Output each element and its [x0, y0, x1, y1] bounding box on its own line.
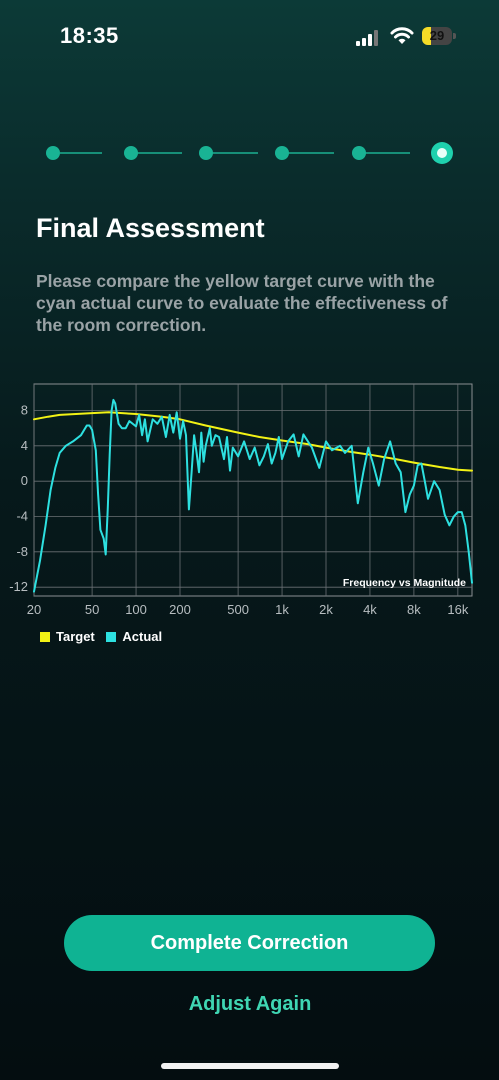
page-title: Final Assessment — [36, 213, 265, 243]
home-indicator[interactable] — [161, 1063, 339, 1069]
step-dot-3 — [199, 146, 213, 160]
battery-percent: 29 — [429, 28, 445, 43]
series-line-actual — [33, 398, 473, 593]
x-tick-label: 200 — [169, 602, 191, 617]
x-tick-label: 4k — [363, 602, 377, 617]
x-tick-label: 100 — [125, 602, 147, 617]
x-tick-label: 1k — [275, 602, 289, 617]
status-time: 18:35 — [60, 23, 119, 48]
progress-stepper — [40, 142, 460, 164]
x-tick-label: 50 — [85, 602, 99, 617]
x-tick-label: 8k — [407, 602, 421, 617]
chart-legend: Target Actual — [40, 629, 170, 645]
complete-correction-button[interactable]: Complete Correction — [64, 915, 435, 971]
legend-actual: Actual — [106, 629, 162, 644]
frequency-response-chart: 20 50 100 200 500 1k 2k 4k 8k 16k 8 4 0 -4 -8 -12 Freque… — [0, 378, 499, 618]
plot-area — [33, 383, 473, 597]
x-tick-label: 20 — [27, 602, 41, 617]
y-tick-label: -12 — [9, 579, 28, 594]
page-description: Please compare the yellow target curve w… — [36, 271, 448, 335]
y-tick-label: -4 — [16, 509, 28, 524]
y-tick-label: -8 — [16, 544, 28, 559]
chart-svg: 20 50 100 200 500 1k 2k 4k 8k 16k 8 4 0 -4 -8 -12 Freque… — [9, 383, 473, 617]
y-tick-label: 0 — [21, 473, 28, 488]
y-tick-label: 8 — [21, 403, 28, 418]
cellular-signal-icon — [356, 30, 378, 46]
step-connector — [212, 152, 258, 154]
x-tick-label: 16k — [447, 602, 468, 617]
adjust-again-button[interactable]: Adjust Again — [150, 988, 350, 1020]
status-bar: 18:35 29 — [0, 0, 499, 72]
step-connector — [364, 152, 410, 154]
y-tick-label: 4 — [21, 438, 28, 453]
series-line-target — [33, 411, 473, 472]
step-connector — [288, 152, 334, 154]
step-connector — [136, 152, 182, 154]
chart-annotation: Frequency vs Magnitude — [343, 577, 466, 589]
x-tick-label: 2k — [319, 602, 333, 617]
battery-icon: 29 — [422, 27, 458, 45]
wifi-icon — [390, 27, 414, 44]
x-tick-label: 500 — [227, 602, 249, 617]
step-dot-2 — [124, 146, 138, 160]
step-dot-4 — [275, 146, 289, 160]
step-dot-1 — [46, 146, 60, 160]
step-dot-5 — [352, 146, 366, 160]
step-dot-6-current — [431, 142, 453, 164]
step-connector — [60, 152, 102, 154]
legend-target: Target — [40, 629, 95, 644]
